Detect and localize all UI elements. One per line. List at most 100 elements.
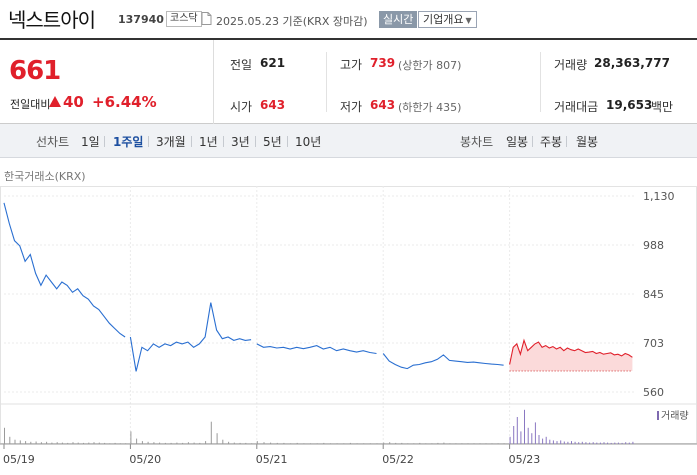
volume-bar — [51, 442, 53, 444]
volume-bar — [228, 441, 230, 444]
realtime-button[interactable]: 실시간 — [379, 11, 418, 28]
volume-bar — [67, 442, 69, 444]
tab-separator — [148, 136, 149, 147]
tab-1day[interactable]: 1일 — [81, 135, 100, 149]
volume-bar — [607, 442, 609, 444]
tab-5year[interactable]: 5년 — [263, 135, 282, 149]
chart-fill — [509, 340, 633, 372]
volume-bar — [83, 442, 84, 444]
amount-label: 거래대금 — [554, 100, 599, 114]
tab-weekly-candle[interactable]: 주봉 — [540, 135, 563, 149]
volume-bar — [251, 443, 253, 444]
volume-bar — [419, 442, 421, 444]
tab-daily-candle[interactable]: 일봉 — [506, 135, 529, 149]
volume-bar — [520, 431, 522, 444]
volume-bar — [9, 436, 11, 444]
volume-bar — [296, 442, 298, 444]
volume-bar — [376, 443, 378, 444]
stock-name: 넥스트아이 — [8, 8, 96, 32]
chart-labels: 1,130 988 845 703 560 05/19 05/20 05/21 05/22 05/… — [3, 190, 689, 466]
tab-1year[interactable]: 1년 — [199, 135, 218, 149]
volume-bar — [479, 443, 481, 444]
volume-legend: 거래량 — [661, 410, 689, 422]
volume-bar — [585, 442, 587, 444]
volume-bar — [497, 443, 499, 444]
volume-legend-swatch — [657, 411, 659, 420]
amount-value: 19,653 — [606, 98, 653, 112]
amount-unit: 백만 — [651, 100, 674, 114]
volume-bar — [524, 409, 525, 444]
chart-tab-bar: 선차트 1일 1주일 3개월 1년 3년 5년 10년 봉차트 일봉 주봉 월봉 — [0, 124, 697, 158]
prev-value: 621 — [260, 56, 286, 70]
volume-bar — [571, 441, 572, 444]
volume-bar — [563, 441, 565, 444]
volume-bar — [233, 442, 235, 444]
volume-bar — [349, 442, 351, 444]
tab-separator — [191, 136, 192, 147]
low-label: 저가 — [340, 100, 363, 114]
tab-3month[interactable]: 3개월 — [156, 135, 186, 149]
volume-bar — [283, 442, 285, 444]
price-line-05/21 — [256, 343, 377, 355]
volume-bar — [531, 433, 533, 444]
volume-bar — [159, 442, 161, 444]
tab-monthly-candle[interactable]: 월봉 — [576, 135, 599, 149]
tab-separator — [532, 136, 533, 147]
volume-bar — [552, 440, 554, 444]
volume-bar — [316, 443, 318, 444]
volume-bar — [592, 442, 594, 444]
volume-bar — [40, 442, 42, 444]
volume-bar — [56, 442, 58, 444]
volume-bar — [491, 443, 493, 444]
stock-header: 넥스트아이 137940 코스닥 2025.05.23 기준(KRX 장마감) … — [0, 0, 697, 38]
volume-bar — [310, 443, 311, 444]
volume-bar — [141, 441, 143, 444]
company-info-button[interactable]: 기업개요 ▼ — [418, 11, 477, 28]
tab-10year[interactable]: 10년 — [295, 135, 322, 149]
volume-bar — [199, 442, 201, 444]
volume-bar — [356, 443, 358, 444]
tab-separator — [223, 136, 224, 147]
divider — [540, 52, 541, 112]
volume-bar — [330, 443, 331, 444]
tab-1week[interactable]: 1주일 — [113, 135, 144, 149]
volume-bar — [632, 441, 634, 444]
volume-bar — [401, 442, 403, 444]
open-value: 643 — [260, 98, 286, 112]
volume-bar — [72, 442, 74, 444]
chart-grid — [0, 186, 697, 449]
y-tick-label: 1,130 — [643, 190, 675, 203]
volume-bar — [125, 443, 127, 444]
volume-bar — [581, 441, 583, 444]
lower-limit: (하한가 435) — [398, 101, 462, 114]
volume-bar — [516, 417, 518, 444]
tab-3year[interactable]: 3년 — [231, 135, 250, 149]
volume-bar — [485, 443, 487, 444]
tab-separator — [287, 136, 288, 147]
volume-bar — [25, 441, 27, 444]
date-basis: 기준(KRX 장마감) — [282, 15, 368, 28]
price-area: 661 전일대비 40 +6.44% — [0, 40, 214, 124]
volume-bar — [473, 443, 475, 444]
volume-bar — [46, 441, 48, 444]
tab-separator — [104, 136, 105, 147]
volume-bar — [61, 442, 63, 444]
volume-bar — [290, 443, 292, 444]
volume-bar — [556, 441, 558, 444]
volume-bar — [578, 442, 580, 444]
volume-bar — [513, 426, 515, 444]
volume-bar — [216, 433, 218, 444]
volume-bar — [35, 441, 37, 444]
price-chart: 1,130 988 845 703 560 05/19 05/20 05/21 05/22 05/… — [0, 186, 697, 466]
volume-bar — [303, 443, 305, 444]
volume-bar — [187, 442, 189, 444]
date-value: 2025.05.23 — [216, 15, 279, 28]
volume-label: 거래량 — [554, 58, 588, 72]
volume-bar — [538, 435, 540, 444]
volume-bar — [369, 443, 371, 444]
volume-bars — [4, 409, 634, 444]
high-value: 739 — [370, 56, 396, 70]
volume-bar — [19, 440, 21, 444]
chevron-down-icon: ▼ — [465, 16, 472, 25]
volume-bar — [147, 441, 149, 444]
